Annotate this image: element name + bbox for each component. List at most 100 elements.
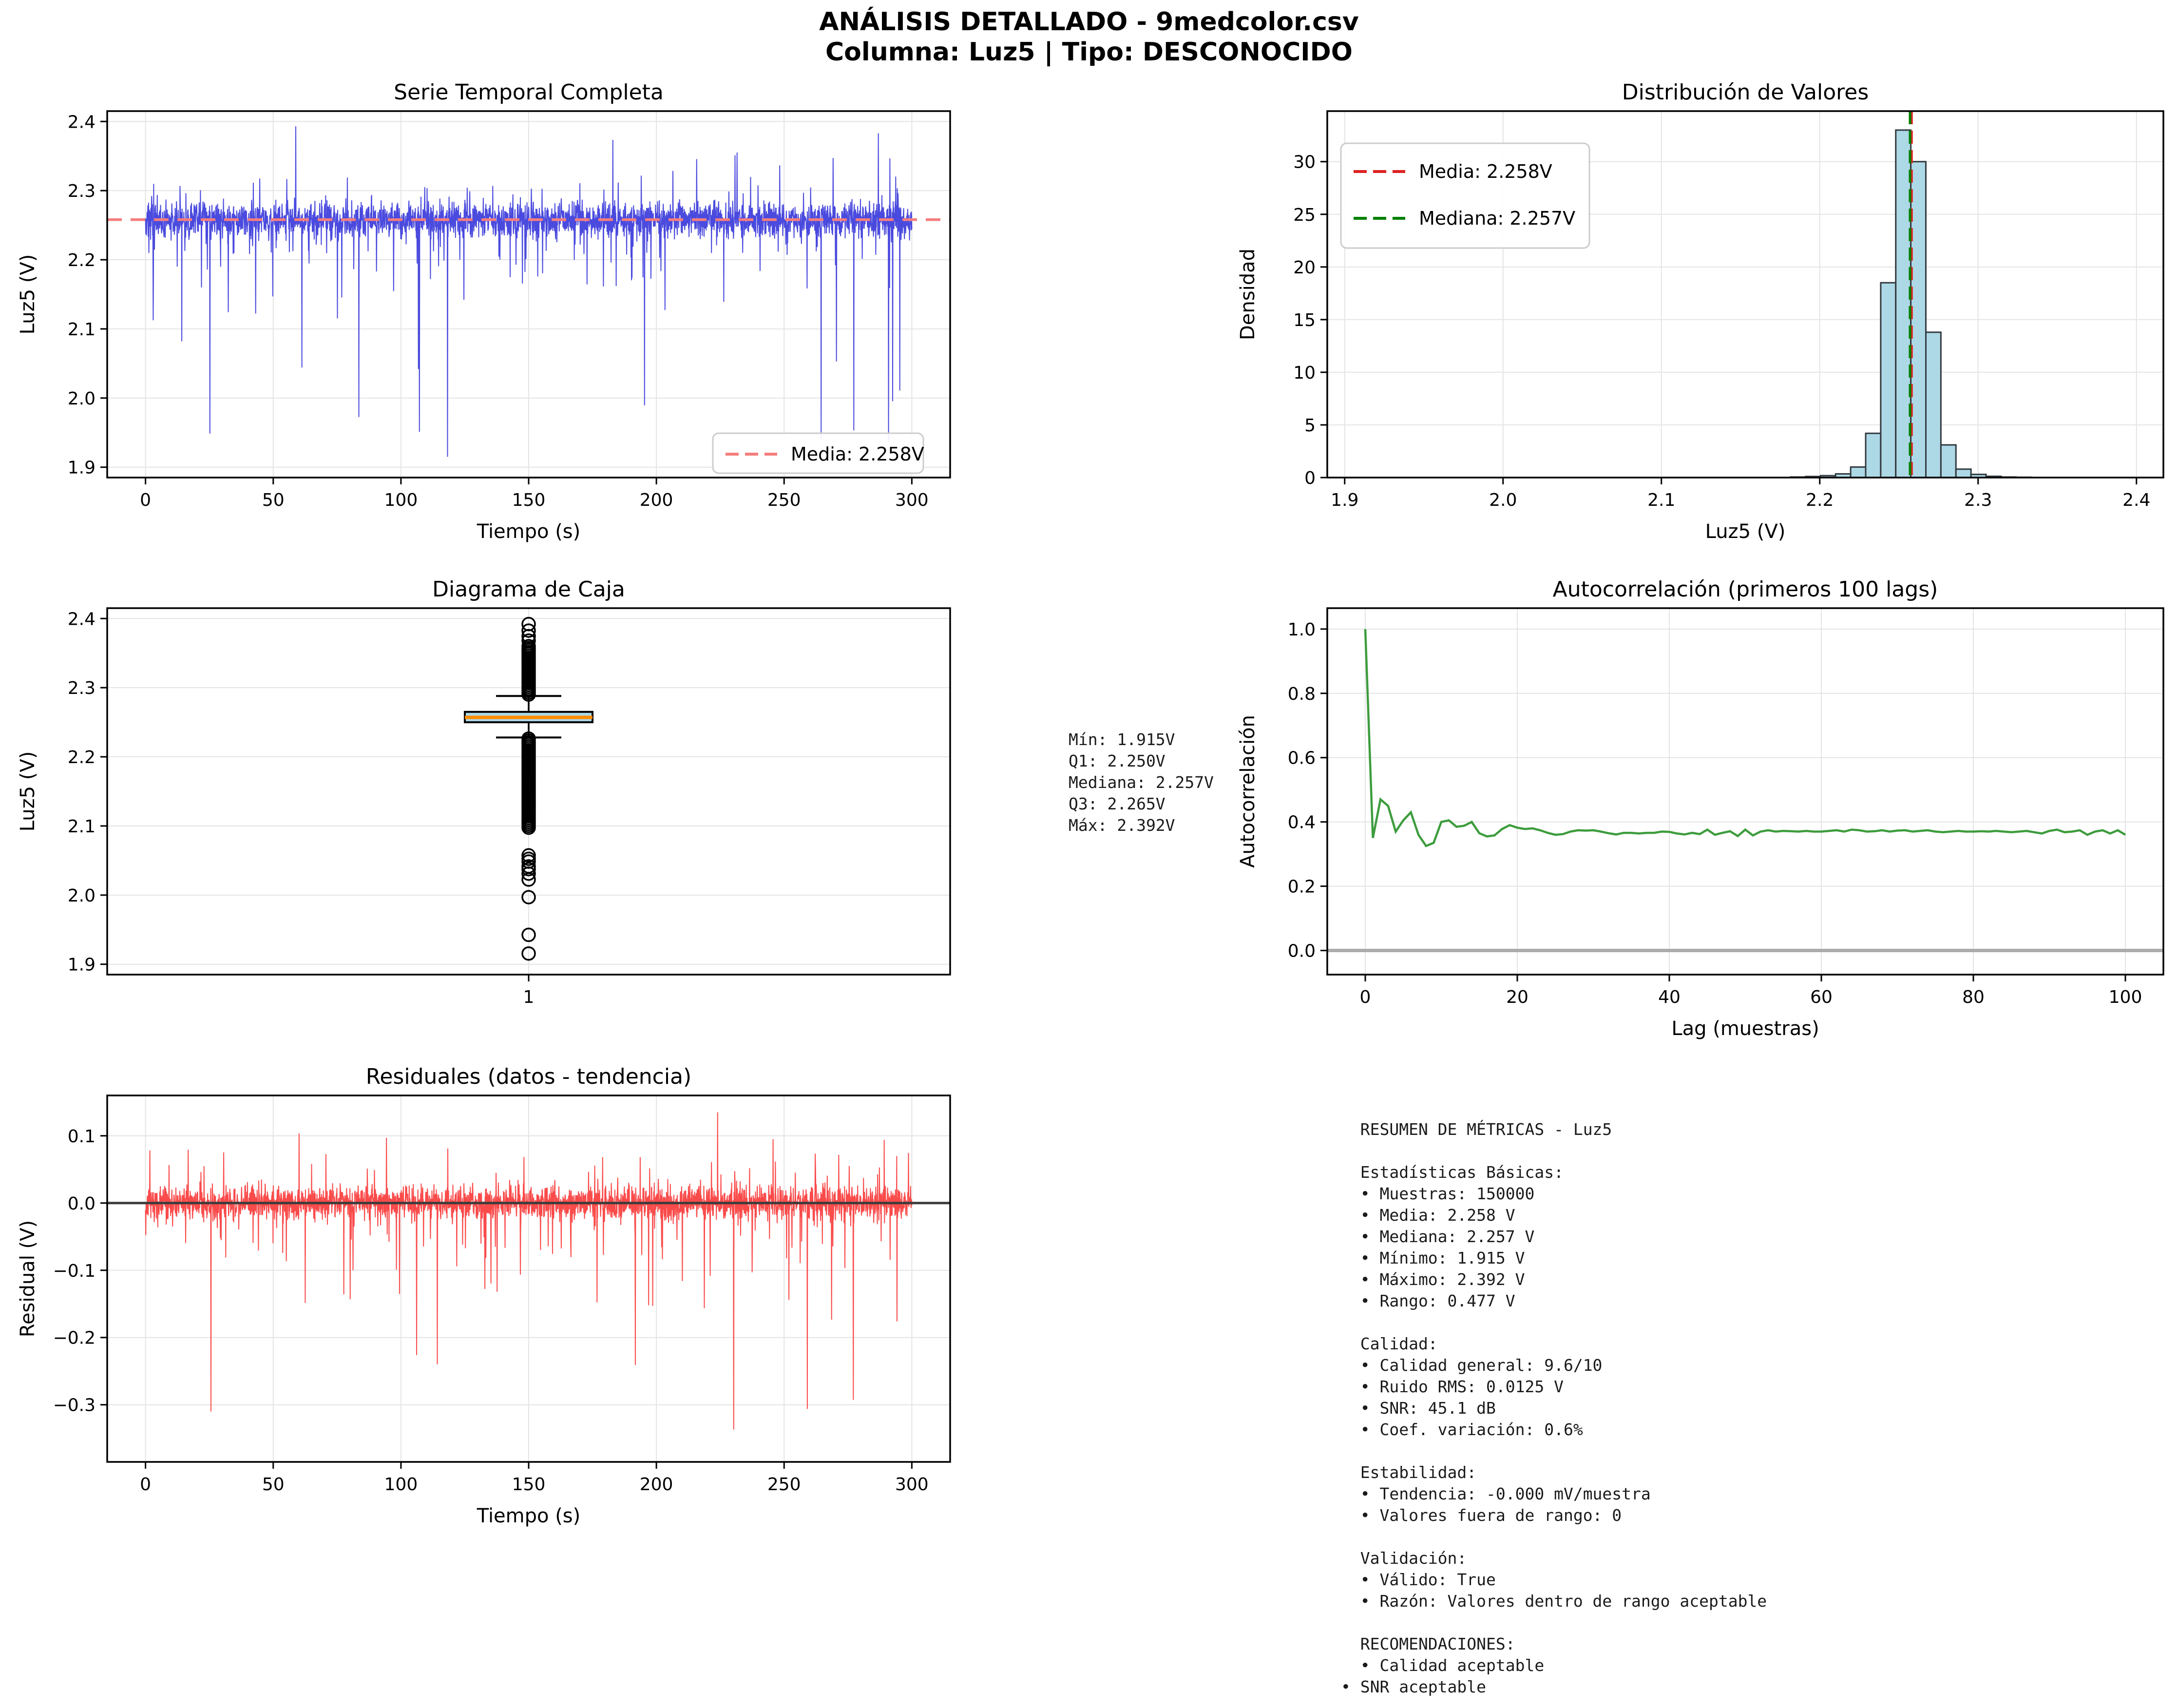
svg-text:Luz5 (V): Luz5 (V) (1705, 520, 1786, 543)
svg-text:250: 250 (767, 1475, 801, 1495)
svg-text:Autocorrelación: Autocorrelación (1237, 715, 1259, 868)
svg-text:Media: 2.258V: Media: 2.258V (1419, 161, 1552, 182)
svg-text:Luz5 (V): Luz5 (V) (17, 751, 39, 832)
svg-text:2.3: 2.3 (1964, 490, 1992, 510)
svg-text:Media: 2.258V: Media: 2.258V (791, 443, 924, 465)
svg-text:Tiempo (s): Tiempo (s) (477, 520, 581, 543)
svg-text:20: 20 (1293, 258, 1316, 278)
histogram-bar (1865, 432, 1882, 479)
outlier-point (521, 866, 536, 881)
serie-plot: 0 50 100 150 200 250 300 1.9 2.0 2.1 2.2 2.3 2.4 Seri… (17, 80, 951, 543)
histogram-bar (1895, 129, 1912, 479)
svg-text:0.4: 0.4 (1288, 813, 1316, 833)
svg-text:2.2: 2.2 (1806, 490, 1834, 510)
svg-text:0.0: 0.0 (1288, 941, 1316, 961)
svg-text:1.0: 1.0 (1288, 620, 1316, 640)
svg-text:50: 50 (262, 490, 285, 510)
svg-text:5: 5 (1304, 416, 1316, 436)
histogram-bar (1925, 331, 1942, 479)
svg-text:2.3: 2.3 (68, 678, 96, 698)
svg-text:2.2: 2.2 (68, 250, 96, 270)
outlier-point (521, 890, 536, 904)
svg-text:2.2: 2.2 (68, 748, 96, 768)
svg-text:Residual (V): Residual (V) (17, 1220, 39, 1337)
svg-text:10: 10 (1293, 363, 1316, 383)
serie-series (145, 126, 913, 457)
acf-plot: 0 20 40 60 80 100 0.0 0.2 0.4 0.6 0.8 1.0 Autocorrel… (1237, 577, 2164, 1040)
svg-text:Lag (muestras): Lag (muestras) (1671, 1017, 1819, 1040)
svg-text:2.4: 2.4 (68, 609, 96, 629)
svg-text:200: 200 (640, 1475, 673, 1495)
figure-suptitle: ANÁLISIS DETALLADO - 9medcolor.csv Colum… (0, 7, 2178, 67)
svg-text:Diagrama de Caja: Diagrama de Caja (432, 577, 625, 602)
histogram-bar (1955, 468, 1972, 479)
svg-text:0: 0 (1360, 987, 1371, 1007)
svg-text:250: 250 (767, 490, 801, 510)
svg-text:0.2: 0.2 (1288, 877, 1316, 897)
outlier-point (521, 623, 536, 638)
boxplot-stats-annotation: Mín: 1.915V Q1: 2.250V Mediana: 2.257V Q… (1069, 730, 1214, 835)
svg-text:Autocorrelación (primeros 100: Autocorrelación (primeros 100 lags) (1553, 577, 1938, 602)
outlier-point (521, 927, 536, 942)
resid-plot: 0 50 100 150 200 250 300 0.1 0.0 −0.1 −0.2 −0.3 Resi… (17, 1064, 951, 1527)
svg-text:0: 0 (140, 1475, 151, 1495)
box-plot: 1 1.9 2.0 2.1 2.2 2.3 2.4 Diagrama de Caja Luz5 … (17, 577, 951, 1007)
svg-text:15: 15 (1293, 310, 1316, 330)
svg-text:2.0: 2.0 (1489, 490, 1517, 510)
svg-text:Densidad: Densidad (1237, 249, 1259, 340)
svg-text:300: 300 (895, 1475, 929, 1495)
svg-text:0.0: 0.0 (68, 1194, 96, 1214)
svg-text:100: 100 (384, 490, 418, 510)
svg-text:2.1: 2.1 (1647, 490, 1675, 510)
svg-text:Luz5 (V): Luz5 (V) (17, 254, 39, 335)
svg-text:150: 150 (512, 490, 546, 510)
svg-text:80: 80 (1962, 987, 1985, 1007)
svg-text:−0.2: −0.2 (53, 1328, 96, 1348)
svg-text:0: 0 (1304, 468, 1316, 488)
outlier-point (521, 616, 536, 632)
svg-text:2.4: 2.4 (68, 112, 96, 132)
svg-text:50: 50 (262, 1475, 285, 1495)
svg-text:Distribución de Valores: Distribución de Valores (1622, 80, 1869, 105)
svg-text:300: 300 (895, 490, 929, 510)
hist-plot: 1.9 2.0 2.1 2.2 2.3 2.4 0 5 10 15 20 25 30 Distribuci… (1237, 80, 2164, 543)
svg-text:2.0: 2.0 (68, 886, 96, 906)
svg-text:100: 100 (384, 1475, 418, 1495)
svg-text:60: 60 (1810, 987, 1833, 1007)
metrics-summary-text: RESUMEN DE MÉTRICAS - Luz5 Estadísticas … (1341, 1120, 1767, 1696)
svg-text:100: 100 (2109, 987, 2142, 1007)
svg-text:Residuales (datos - tendencia): Residuales (datos - tendencia) (366, 1064, 691, 1089)
svg-text:2.1: 2.1 (68, 320, 96, 340)
outlier-point (521, 872, 536, 887)
svg-text:Serie Temporal Completa: Serie Temporal Completa (394, 80, 664, 105)
svg-text:Mediana: 2.257V: Mediana: 2.257V (1419, 208, 1575, 229)
svg-text:2.3: 2.3 (68, 181, 96, 201)
svg-text:1.9: 1.9 (1331, 490, 1358, 510)
suptitle-line2: Columna: Luz5 | Tipo: DESCONOCIDO (825, 38, 1353, 67)
svg-text:Tiempo (s): Tiempo (s) (477, 1505, 581, 1527)
outlier-point (521, 848, 536, 863)
outlier-point (521, 633, 536, 648)
suptitle-line1: ANÁLISIS DETALLADO - 9medcolor.csv (819, 7, 1359, 37)
svg-text:1.9: 1.9 (68, 458, 96, 478)
svg-text:−0.3: −0.3 (53, 1396, 96, 1416)
histogram-bar (1850, 466, 1867, 479)
svg-text:0.1: 0.1 (68, 1127, 96, 1147)
svg-text:150: 150 (512, 1475, 546, 1495)
svg-text:1.9: 1.9 (68, 955, 96, 975)
svg-text:40: 40 (1658, 987, 1681, 1007)
histogram-bar (1880, 282, 1897, 479)
svg-text:2.0: 2.0 (68, 389, 96, 409)
outlier-point (521, 862, 536, 877)
outlier-point (521, 639, 536, 653)
svg-text:25: 25 (1293, 205, 1316, 225)
svg-text:20: 20 (1506, 987, 1528, 1007)
histogram-bar (1940, 444, 1957, 479)
svg-text:−0.1: −0.1 (53, 1261, 96, 1281)
histogram-bar (1910, 161, 1927, 479)
svg-text:30: 30 (1293, 153, 1316, 173)
acf-series (1364, 629, 2126, 847)
svg-text:200: 200 (640, 490, 673, 510)
outlier-point (521, 731, 536, 746)
